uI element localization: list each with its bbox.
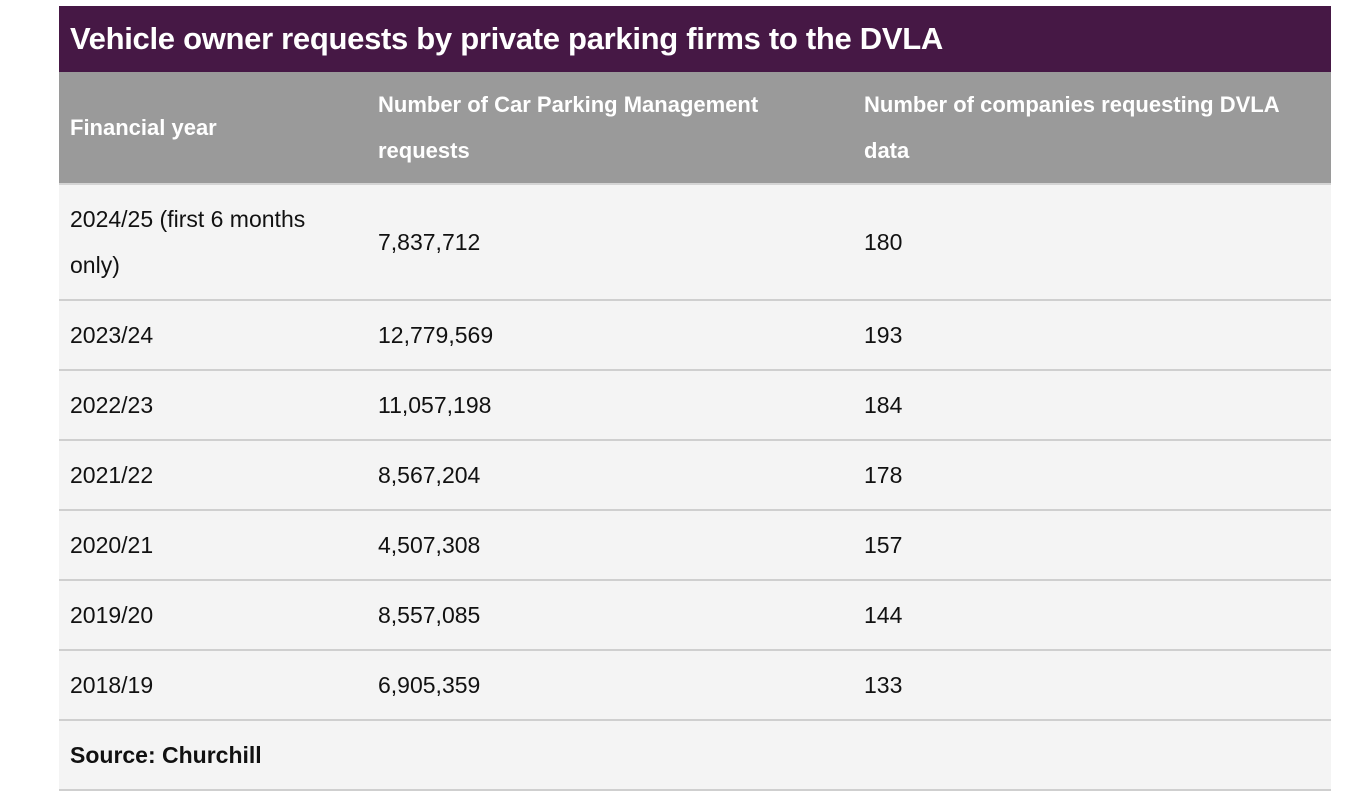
cell-financial-year: 2018/19 [59,650,367,721]
table-row: 2020/21 4,507,308 157 [59,510,1331,581]
cell-companies: 180 [853,184,1331,301]
cell-requests: 4,507,308 [367,510,853,581]
cell-financial-year: 2021/22 [59,440,367,511]
source-note: Source: Churchill [59,720,1331,791]
cell-requests: 8,557,085 [367,580,853,651]
cell-requests: 11,057,198 [367,370,853,441]
cell-financial-year: 2022/23 [59,370,367,441]
cell-financial-year: 2024/25 (first 6 months only) [59,184,367,301]
cell-companies: 184 [853,370,1331,441]
cell-financial-year: 2020/21 [59,510,367,581]
cell-requests: 6,905,359 [367,650,853,721]
cell-companies: 193 [853,300,1331,371]
cell-financial-year: 2023/24 [59,300,367,371]
cell-requests: 7,837,712 [367,184,853,301]
cell-companies: 157 [853,510,1331,581]
table-row: 2023/24 12,779,569 193 [59,300,1331,371]
column-header-requests: Number of Car Parking Management request… [367,72,853,185]
cell-requests: 12,779,569 [367,300,853,371]
column-header-financial-year: Financial year [59,72,367,185]
cell-companies: 178 [853,440,1331,511]
table-row: 2018/19 6,905,359 133 [59,650,1331,721]
table-row: 2021/22 8,567,204 178 [59,440,1331,511]
data-table-container: Vehicle owner requests by private parkin… [59,6,1331,791]
parking-requests-table: Financial year Number of Car Parking Man… [59,72,1331,791]
column-header-companies: Number of companies requesting DVLA data [853,72,1331,185]
cell-requests: 8,567,204 [367,440,853,511]
table-row: 2019/20 8,557,085 144 [59,580,1331,651]
cell-companies: 144 [853,580,1331,651]
table-row: 2022/23 11,057,198 184 [59,370,1331,441]
table-title: Vehicle owner requests by private parkin… [59,6,1331,72]
cell-financial-year: 2019/20 [59,580,367,651]
cell-companies: 133 [853,650,1331,721]
source-row: Source: Churchill [59,720,1331,791]
header-row: Financial year Number of Car Parking Man… [59,72,1331,185]
table-row: 2024/25 (first 6 months only) 7,837,712 … [59,184,1331,301]
